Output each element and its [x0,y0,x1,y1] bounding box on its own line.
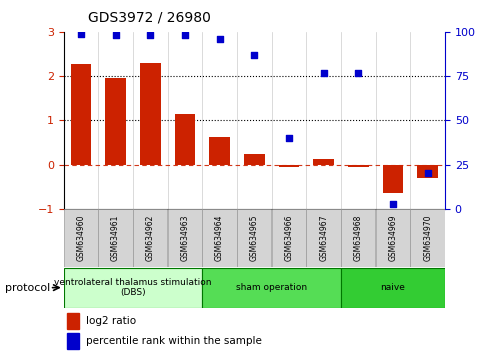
Text: GSM634965: GSM634965 [249,215,258,261]
Text: GSM634967: GSM634967 [319,215,327,261]
Text: GSM634964: GSM634964 [215,215,224,261]
Text: GDS3972 / 26980: GDS3972 / 26980 [88,11,210,25]
Point [146,33,154,38]
Bar [306,210,340,267]
Bar [67,333,79,349]
Bar [409,210,444,267]
Text: percentile rank within the sample: percentile rank within the sample [86,336,262,346]
Bar [278,165,299,167]
Text: log2 ratio: log2 ratio [86,316,136,326]
Point [285,135,292,141]
Bar [98,210,132,267]
Bar [271,210,305,267]
Point [250,52,258,58]
Bar [237,210,271,267]
Text: GSM634962: GSM634962 [145,215,154,261]
Bar [133,210,167,267]
Point [215,36,223,42]
Bar [416,165,437,178]
Bar [140,63,161,165]
Point [388,201,396,206]
Text: GSM634963: GSM634963 [180,215,189,261]
Point [319,70,327,75]
Bar [382,165,403,193]
Point [354,70,362,75]
Point [77,31,84,36]
Bar [244,154,264,165]
Bar [313,159,333,165]
Bar [209,137,229,165]
Bar [202,210,236,267]
Text: GSM634966: GSM634966 [284,215,293,261]
Text: naive: naive [380,283,405,292]
Bar [63,210,98,267]
Bar [202,268,340,308]
Text: GSM634969: GSM634969 [387,215,397,261]
Point [423,171,431,176]
Bar [63,268,202,308]
Bar [347,165,368,167]
Bar [174,114,195,165]
Point [181,33,188,38]
Bar [67,313,79,329]
Text: protocol: protocol [5,282,50,293]
Text: ventrolateral thalamus stimulation
(DBS): ventrolateral thalamus stimulation (DBS) [54,278,211,297]
Bar [167,210,202,267]
Point [111,33,119,38]
Text: GSM634961: GSM634961 [111,215,120,261]
Bar [341,210,375,267]
Bar [341,268,444,308]
Bar [70,64,91,165]
Text: GSM634960: GSM634960 [76,215,85,261]
Text: GSM634968: GSM634968 [353,215,362,261]
Bar [105,78,126,165]
Bar [375,210,409,267]
Text: GSM634970: GSM634970 [422,215,431,261]
Text: sham operation: sham operation [236,283,306,292]
